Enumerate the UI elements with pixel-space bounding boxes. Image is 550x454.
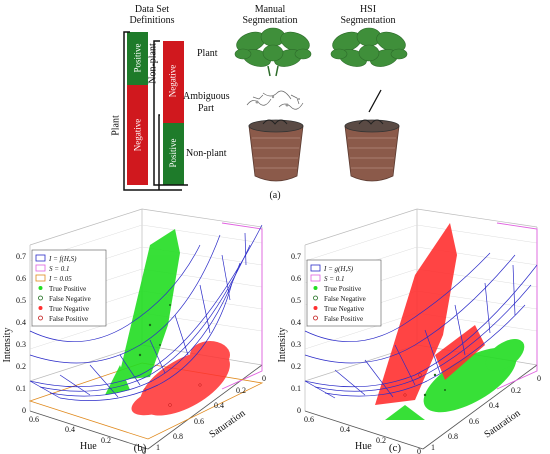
huec-tick-2: 0.2 xyxy=(376,436,386,445)
zlabel-b: Intensity xyxy=(2,328,13,363)
manual-pot-image xyxy=(248,119,304,182)
hueb-tick-1: 0.4 xyxy=(65,425,75,434)
caption-a: (a) xyxy=(269,190,281,201)
definitions-title: Data Set Definitions xyxy=(129,4,175,26)
plant-negative-segment xyxy=(127,85,148,185)
zlabel-c: Intensity xyxy=(277,328,288,363)
legend-b-item-1: S = 0.1 xyxy=(49,265,69,273)
zb-tick-4: 0.3 xyxy=(16,340,26,349)
caption-b: (b) xyxy=(134,442,147,454)
legend-b-item-4: False Negative xyxy=(49,295,91,303)
row-label-plant: Plant xyxy=(197,48,218,59)
col-header-hsi: HSI Segmentation xyxy=(340,4,396,26)
satc-tick-1: 0.8 xyxy=(448,432,458,441)
ylabel-b: Saturation xyxy=(207,408,247,441)
legend-c-item-2: True Positive xyxy=(324,285,361,293)
col-header-manual: Manual Segmentation xyxy=(242,4,298,26)
row-label-ambiguous: Ambiguous Part xyxy=(183,91,230,114)
legend-b-item-6: False Positive xyxy=(49,315,88,323)
huec-tick-1: 0.4 xyxy=(340,425,350,434)
panel-a: Data Set Definitions Positive Negative N… xyxy=(0,0,550,205)
satb-tick-3: 0.4 xyxy=(214,401,224,410)
row-label-nonplant: Non-plant xyxy=(186,148,227,159)
plot-c: 0.7 0.6 0.5 0.4 0.3 0.2 0.1 0 Intensity … xyxy=(277,208,541,454)
zc-tick-6: 0.1 xyxy=(291,384,301,393)
hsi-ambiguous-image xyxy=(368,89,382,113)
manual-plant-image xyxy=(234,27,312,77)
legend-b-markers xyxy=(35,254,46,321)
xlabel-b: Hue xyxy=(80,441,97,452)
zb-tick-2: 0.5 xyxy=(16,296,26,305)
caption-c: (c) xyxy=(389,442,402,454)
xlabel-c: Hue xyxy=(355,441,372,452)
legend-c-item-5: False Positive xyxy=(324,315,363,323)
legend-b: I = f(H,S) S = 0.1 I = 0.05 True Positiv… xyxy=(31,249,107,327)
ylabel-c: Saturation xyxy=(482,408,522,441)
zb-tick-1: 0.6 xyxy=(16,274,26,283)
satb-tick-1: 0.8 xyxy=(173,432,183,441)
zb-tick-7: 0 xyxy=(22,406,26,415)
legend-c-item-0: I = g(H,S) xyxy=(323,265,354,273)
legend-c-markers xyxy=(310,264,321,321)
satb-tick-4: 0.2 xyxy=(236,386,246,395)
zb-tick-5: 0.2 xyxy=(16,362,26,371)
zc-tick-2: 0.5 xyxy=(291,296,301,305)
huec-tick-0: 0.6 xyxy=(304,415,314,424)
plant-positive-segment xyxy=(127,32,148,85)
satc-tick-2: 0.6 xyxy=(469,417,479,426)
nonplant-positive-segment xyxy=(163,123,184,185)
legend-b-item-2: I = 0.05 xyxy=(48,275,72,283)
satc-tick-5: 0 xyxy=(537,374,541,383)
legend-b-item-5: True Negative xyxy=(49,305,89,313)
satc-tick-3: 0.4 xyxy=(489,401,499,410)
plant-group-label: Plant xyxy=(110,115,122,136)
zc-tick-7: 0 xyxy=(297,406,301,415)
manual-ambiguous-image xyxy=(246,90,304,110)
legend-c-item-3: False Negative xyxy=(324,295,366,303)
zc-tick-4: 0.3 xyxy=(291,340,301,349)
hsi-pot-image xyxy=(344,119,400,182)
plot-b: 0.7 0.6 0.5 0.4 0.3 0.2 0.1 0 Intensity … xyxy=(2,208,266,454)
satb-tick-2: 0.6 xyxy=(194,417,204,426)
hueb-tick-2: 0.2 xyxy=(101,436,111,445)
legend-b-item-3: True Positive xyxy=(49,285,86,293)
satc-tick-4: 0.2 xyxy=(511,386,521,395)
zc-tick-1: 0.6 xyxy=(291,274,301,283)
zc-tick-3: 0.4 xyxy=(291,318,301,327)
legend-b-item-0: I = f(H,S) xyxy=(48,255,77,263)
zc-tick-5: 0.2 xyxy=(291,362,301,371)
hsi-plant-image xyxy=(330,27,408,67)
huec-tick-3: 0 xyxy=(417,447,421,454)
zb-tick-0: 0.7 xyxy=(16,252,26,261)
legend-c: I = g(H,S) S = 0.1 True Positive False N… xyxy=(306,259,382,327)
zb-tick-6: 0.1 xyxy=(16,384,26,393)
zc-tick-0: 0.7 xyxy=(291,252,301,261)
nonplant-negative-segment xyxy=(163,41,184,123)
satb-tick-0: 1 xyxy=(156,443,160,452)
zb-tick-3: 0.4 xyxy=(16,318,26,327)
nonplant-group-label: Non-plant xyxy=(147,43,159,84)
hueb-tick-3: 0 xyxy=(142,447,146,454)
legend-c-item-1: S = 0.1 xyxy=(324,275,344,283)
hueb-tick-0: 0.6 xyxy=(29,415,39,424)
satb-tick-5: 0 xyxy=(262,374,266,383)
satc-tick-0: 1 xyxy=(431,443,435,452)
grouping-brackets xyxy=(123,31,188,191)
legend-c-item-4: True Negative xyxy=(324,305,364,313)
